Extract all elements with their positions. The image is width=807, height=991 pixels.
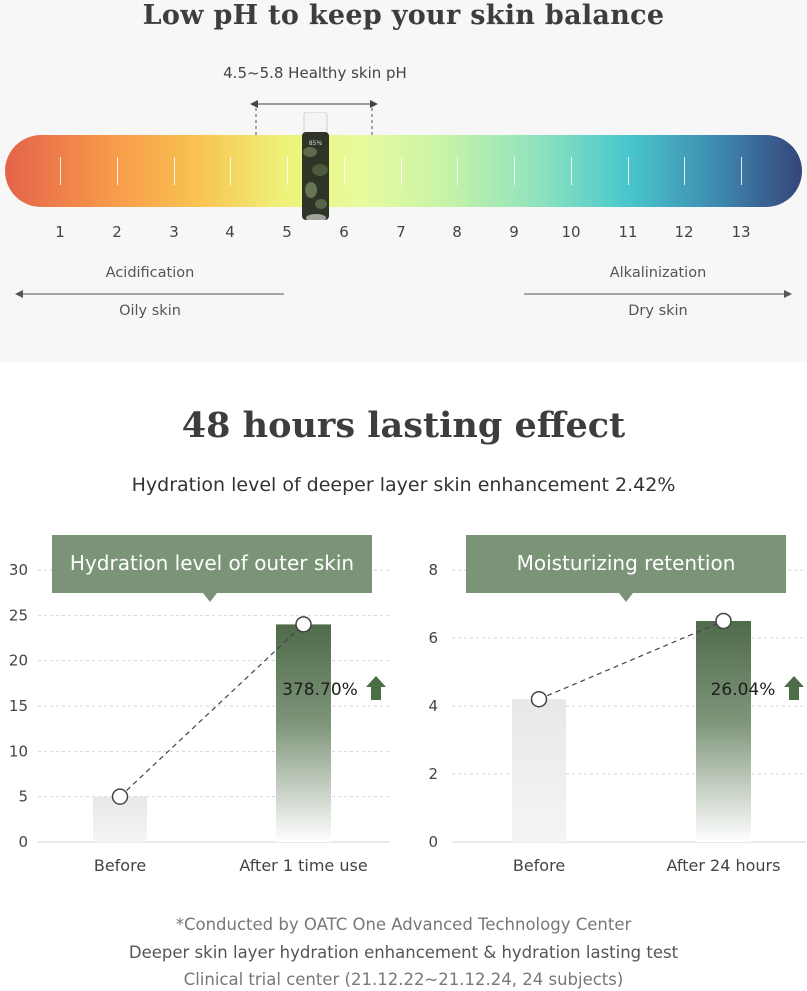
footer-note: *Conducted by OATC One Advanced Technolo… <box>175 915 632 934</box>
x-category-label: After 24 hours <box>667 856 781 875</box>
ph-tick <box>60 157 61 185</box>
alkalinization-label: Alkalinization <box>609 265 707 281</box>
y-tick-label: 5 <box>18 788 28 806</box>
y-tick-label: 10 <box>9 742 28 760</box>
ph-tick <box>230 157 231 185</box>
chart-title-box <box>52 535 372 593</box>
ph-tick <box>628 157 629 185</box>
up-arrow-icon <box>366 676 386 700</box>
y-tick-label: 0 <box>18 833 28 851</box>
after-point <box>715 612 732 630</box>
x-category-label: After 1 time use <box>239 856 367 875</box>
ph-tick <box>684 157 685 185</box>
ph-tick <box>457 157 458 185</box>
ph-scale-number: 3 <box>169 223 179 241</box>
chart-title-box <box>466 535 786 593</box>
ph-tick <box>287 157 288 185</box>
direction-arrows <box>15 290 792 298</box>
before-bar <box>512 699 566 842</box>
ph-scale-number: 9 <box>509 223 519 241</box>
ph-tick <box>514 157 515 185</box>
trend-line <box>119 623 304 798</box>
ph-tick <box>401 157 402 185</box>
after-bar <box>696 621 751 842</box>
chart-title-pointer <box>619 593 633 602</box>
y-tick-label: 20 <box>9 652 28 670</box>
y-tick-label: 15 <box>9 697 28 715</box>
ph-scale-number: 6 <box>339 223 349 241</box>
chart-title: Hydration level of outer skin <box>70 551 354 575</box>
alkaline-arrow-head <box>784 290 792 298</box>
y-tick-label: 25 <box>9 606 28 624</box>
dry-skin-label: Dry skin <box>628 303 688 319</box>
ph-tick <box>117 157 118 185</box>
ph-title: Low pH to keep your skin balance <box>142 0 665 31</box>
ph-scale-number: 4 <box>225 223 235 241</box>
y-tick-label: 0 <box>428 833 438 851</box>
y-tick-label: 4 <box>428 697 438 715</box>
ph-tick <box>741 157 742 185</box>
footer-trial-info: Clinical trial center (21.12.22~21.12.24… <box>183 970 624 989</box>
ph-scale-number: 7 <box>396 223 406 241</box>
y-tick-label: 30 <box>9 561 28 579</box>
x-category-label: Before <box>513 856 565 875</box>
before-point <box>530 690 548 708</box>
percent-increase-label: 378.70% <box>282 680 358 700</box>
bottle-label: 85% <box>309 140 323 147</box>
ph-scale-number: 11 <box>618 223 638 241</box>
percent-increase-label: 26.04% <box>711 680 776 700</box>
effect-title: 48 hours lasting effect <box>181 405 626 446</box>
ph-scale-number: 1 <box>55 223 65 241</box>
ph-scale-number: 12 <box>674 223 694 241</box>
ph-tick <box>571 157 572 185</box>
chart-title-pointer <box>203 593 217 602</box>
ph-scale-number: 2 <box>112 223 122 241</box>
acidification-label: Acidification <box>105 265 195 281</box>
ph-tick <box>344 157 345 185</box>
x-category-label: Before <box>94 856 146 875</box>
ph-scale-number: 13 <box>731 223 751 241</box>
ph-scale-number: 10 <box>561 223 581 241</box>
ph-tick <box>174 157 175 185</box>
ph-scale-number: 8 <box>452 223 462 241</box>
up-arrow-icon <box>784 676 804 700</box>
ph-scale-number: 5 <box>282 223 292 241</box>
footer-test-name: Deeper skin layer hydration enhancement … <box>128 943 679 962</box>
healthy-ph-label: 4.5~5.8 Healthy skin pH <box>223 64 407 82</box>
after-point <box>295 616 312 633</box>
chart-title: Moisturizing retention <box>517 551 736 575</box>
y-tick-label: 8 <box>428 561 438 579</box>
trend-line <box>538 620 724 700</box>
y-tick-label: 2 <box>428 765 438 783</box>
before-point <box>111 788 129 805</box>
ph-section: Low pH to keep your skin balance 4.5~5.8… <box>0 0 807 362</box>
oily-skin-label: Oily skin <box>119 303 181 319</box>
y-tick-label: 6 <box>428 629 438 647</box>
after-bar <box>276 624 331 842</box>
acid-arrow-head <box>15 290 23 298</box>
product-bottle-icon: 85% <box>302 112 329 222</box>
ph-gradient-bar <box>5 135 802 207</box>
effect-subtitle: Hydration level of deeper layer skin enh… <box>131 474 676 496</box>
